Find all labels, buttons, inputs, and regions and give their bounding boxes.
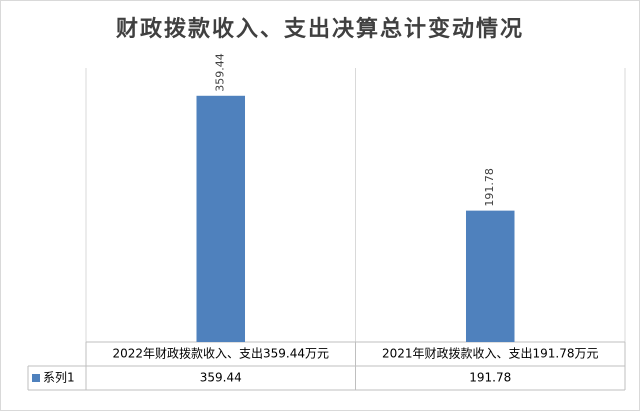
legend-key bbox=[32, 374, 40, 382]
x-tick-label: 2021年财政拨款收入、支出191.78万元 bbox=[382, 347, 599, 361]
table-value: 359.44 bbox=[200, 371, 242, 385]
bar bbox=[465, 210, 515, 342]
legend-label: 系列1 bbox=[43, 371, 75, 385]
data-label: 191.78 bbox=[483, 168, 496, 207]
table-value: 191.78 bbox=[469, 371, 511, 385]
x-tick-label: 2022年财政拨款收入、支出359.44万元 bbox=[112, 347, 329, 361]
chart-title: 财政拨款收入、支出决算总计变动情况 bbox=[116, 16, 524, 42]
bar bbox=[196, 95, 246, 342]
data-label: 359.44 bbox=[214, 53, 227, 92]
